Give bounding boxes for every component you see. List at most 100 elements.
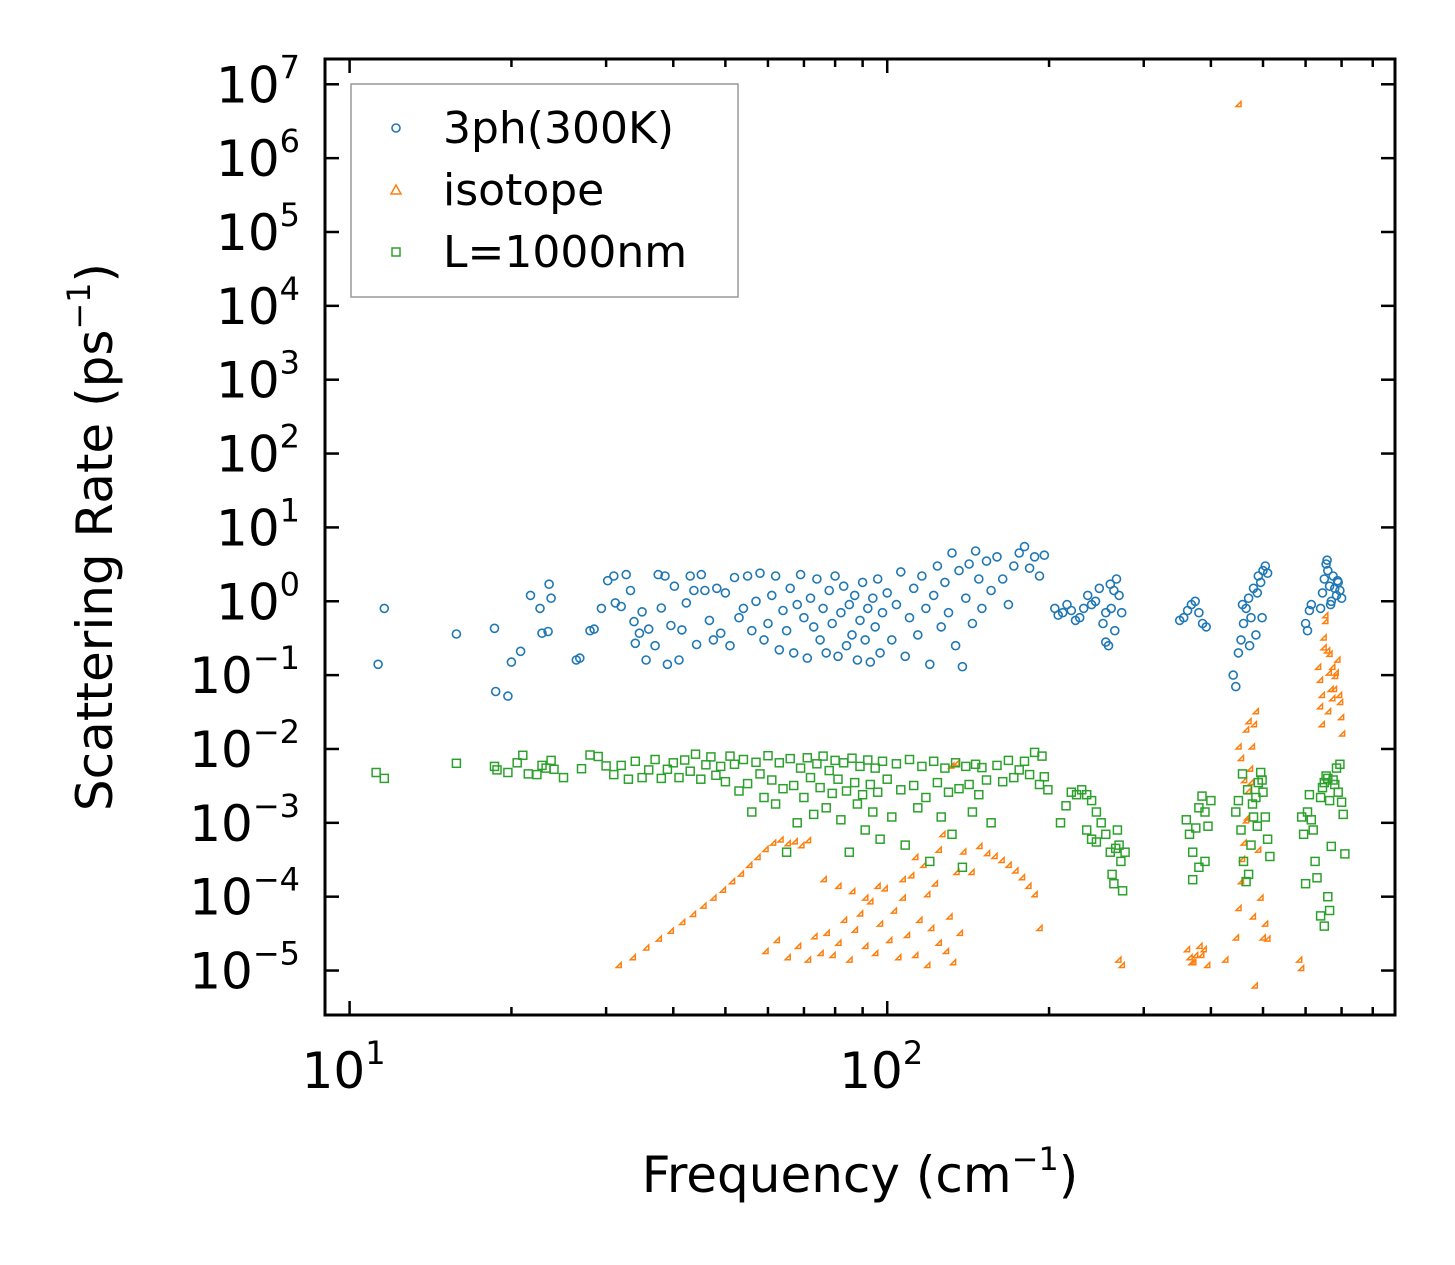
- data-point: [1258, 565, 1268, 576]
- data-point: [1200, 856, 1210, 867]
- data-point: [1003, 755, 1014, 766]
- data-point: [852, 655, 863, 665]
- data-point: [729, 759, 740, 770]
- data-point: [908, 583, 919, 594]
- data-point: [558, 772, 569, 783]
- data-point: [1003, 599, 1014, 610]
- data-point: [950, 758, 961, 768]
- data-point: [1074, 612, 1085, 623]
- data-point: [844, 599, 855, 610]
- data-point: [734, 786, 744, 796]
- data-point: [1043, 785, 1053, 795]
- data-point: [685, 571, 696, 581]
- data-point: [1317, 719, 1326, 728]
- data-point: [928, 756, 939, 767]
- data-point: [641, 655, 651, 665]
- data-point: [1191, 823, 1201, 833]
- data-point: [1181, 815, 1192, 825]
- data-point: [841, 786, 852, 796]
- data-point: [668, 758, 679, 768]
- data-point: [793, 941, 802, 950]
- data-point: [1306, 599, 1317, 610]
- data-point: [1185, 952, 1193, 961]
- data-point: [1294, 955, 1303, 963]
- data-point: [882, 774, 892, 784]
- y-tick-label: 105: [216, 196, 300, 262]
- data-point: [1246, 777, 1255, 786]
- data-point: [902, 930, 911, 939]
- data-point: [634, 628, 645, 639]
- data-point: [895, 567, 906, 577]
- data-point: [720, 776, 731, 787]
- data-point: [1019, 756, 1030, 767]
- data-point: [893, 952, 902, 961]
- data-point: [1247, 742, 1256, 750]
- data-point: [689, 585, 699, 596]
- y-tick-label: 10−4: [189, 861, 300, 927]
- legend-label: isotope: [443, 165, 604, 216]
- data-point: [875, 834, 885, 844]
- data-point: [734, 612, 744, 623]
- data-point: [601, 761, 611, 771]
- data-point: [1200, 807, 1210, 817]
- data-point: [841, 640, 852, 651]
- data-point: [602, 575, 613, 586]
- data-point: [751, 596, 761, 607]
- data-point: [783, 838, 792, 847]
- data-point: [1194, 862, 1204, 873]
- data-point: [1248, 912, 1257, 920]
- data-point: [803, 955, 812, 963]
- data-point: [451, 758, 462, 769]
- data-point: [1111, 574, 1122, 584]
- data-point: [797, 840, 805, 849]
- data-point: [836, 607, 846, 618]
- data-point: [1239, 838, 1247, 846]
- data-point: [576, 763, 587, 774]
- data-point: [770, 799, 781, 809]
- data-point: [1101, 829, 1111, 840]
- tick-base: 10: [189, 647, 253, 705]
- data-point: [1324, 581, 1335, 592]
- data-point: [824, 765, 834, 776]
- tick-base: 10: [216, 426, 280, 484]
- data-point: [1253, 845, 1262, 853]
- data-point: [1323, 706, 1332, 715]
- data-point: [763, 750, 773, 761]
- data-point: [986, 585, 996, 596]
- data-point: [1039, 550, 1050, 561]
- data-point: [1082, 590, 1093, 601]
- data-point: [753, 852, 761, 861]
- data-point: [1258, 933, 1267, 941]
- data-point: [1024, 881, 1032, 890]
- data-point: [900, 651, 911, 662]
- data-point: [1237, 769, 1248, 779]
- series-triangle: [614, 99, 1346, 989]
- data-point: [1335, 697, 1344, 706]
- data-point: [964, 559, 974, 569]
- data-point: [1190, 596, 1200, 607]
- data-point: [662, 764, 673, 775]
- data-point: [834, 938, 842, 946]
- data-point: [1250, 981, 1259, 989]
- data-point: [774, 644, 785, 655]
- data-point: [1234, 903, 1242, 912]
- data-point: [1249, 719, 1258, 728]
- data-point: [759, 792, 769, 803]
- data-point: [677, 917, 686, 926]
- data-point: [1241, 876, 1251, 887]
- data-point: [641, 943, 650, 951]
- data-point: [1231, 681, 1241, 692]
- data-point: [1327, 693, 1336, 702]
- data-point: [1247, 799, 1258, 809]
- series-circle: [373, 541, 1347, 701]
- data-point: [1323, 773, 1333, 784]
- data-point: [1101, 607, 1111, 618]
- tick-exponent: 0: [280, 565, 300, 603]
- data-point: [810, 931, 818, 940]
- data-point: [839, 915, 848, 924]
- tick-exponent: −5: [253, 935, 300, 973]
- data-point: [981, 556, 992, 566]
- data-point: [711, 770, 721, 781]
- y-tick-label: 107: [216, 48, 300, 114]
- data-point: [1234, 742, 1242, 750]
